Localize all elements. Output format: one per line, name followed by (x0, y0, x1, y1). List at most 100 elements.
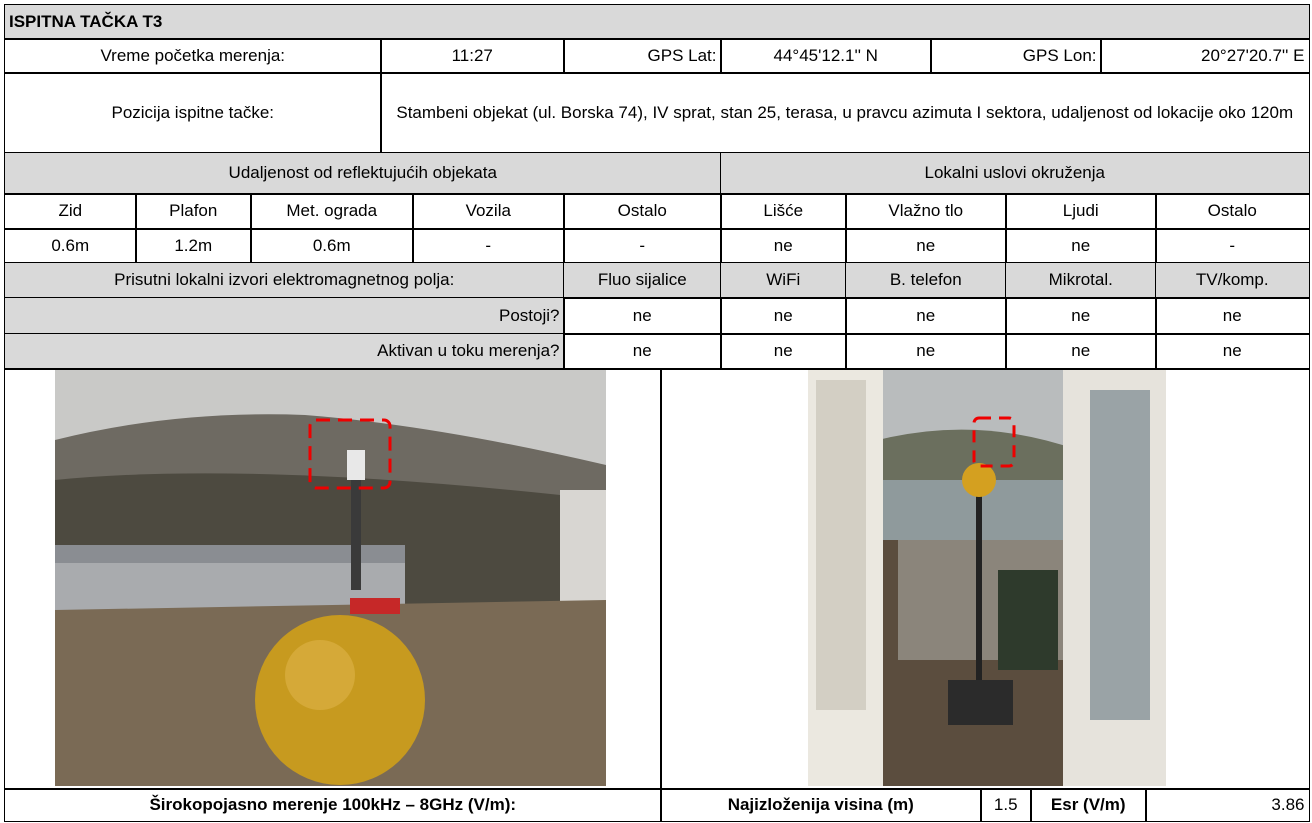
height-value-text: 1.5 (993, 794, 1018, 814)
value-cell: 1.2m (135, 228, 252, 264)
esr-label: Esr (V/m) (1030, 788, 1147, 822)
esr-value: 3.86 (1145, 788, 1310, 822)
environment-heading: Lokalni uslovi okruženja (720, 152, 1310, 195)
info-cell-text: Vreme početka merenja: (100, 45, 286, 65)
measurement-label: Širokopojasno merenje 100kHz – 8GHz (V/m… (4, 788, 662, 822)
value-cell-text: ne (773, 235, 793, 255)
esr-value-text: 3.86 (1271, 794, 1305, 814)
column-header: Plafon (135, 193, 252, 230)
value-cell-text: ne (1071, 305, 1091, 325)
column-header-text: Mikrotal. (1048, 270, 1113, 290)
value-cell: ne (845, 228, 1007, 264)
column-header: B. telefon (845, 262, 1007, 299)
value-cell-text: ne (632, 341, 652, 361)
row-label: Aktivan u toku merenja? (4, 333, 565, 370)
value-cell: ne (1005, 333, 1157, 370)
column-header: Met. ograda (250, 193, 414, 230)
value-cell: ne (563, 297, 722, 335)
height-label: Najizloženija visina (m) (660, 788, 982, 822)
info-cell-text: 11:27 (451, 45, 493, 65)
column-header: Lišće (720, 193, 847, 230)
info-cell: GPS Lon: (930, 38, 1102, 74)
value-cell: ne (1155, 297, 1310, 335)
info-cell-text: 44°45'12.1'' N (773, 45, 878, 65)
value-cell-text: 0.6m (51, 235, 90, 255)
environment-heading-text: Lokalni uslovi okruženja (924, 163, 1106, 183)
column-header: Vozila (412, 193, 565, 230)
value-cell-text: ne (1222, 341, 1242, 361)
sources-heading: Prisutni lokalni izvori elektromagnetnog… (4, 262, 565, 299)
column-header-text: Ljudi (1062, 201, 1099, 221)
column-header-text: Lišće (763, 201, 804, 221)
reflective-heading-text: Udaljenost od reflektujućih objekata (228, 163, 497, 183)
value-cell-text: ne (1222, 305, 1242, 325)
value-cell-text: ne (632, 305, 652, 325)
height-value: 1.5 (980, 788, 1032, 822)
info-cell: Vreme početka merenja: (4, 38, 382, 74)
value-cell-text: 1.2m (174, 235, 213, 255)
photo-frame (4, 368, 662, 790)
esr-label-text: Esr (V/m) (1050, 794, 1126, 814)
value-cell-text: ne (916, 235, 936, 255)
reflective-heading: Udaljenost od reflektujućih objekata (4, 152, 722, 195)
value-cell: ne (845, 297, 1007, 335)
value-cell-text: ne (1071, 235, 1091, 255)
photo-balcony-view (808, 370, 1166, 786)
value-cell-text: ne (773, 341, 793, 361)
value-cell: ne (720, 228, 847, 264)
info-cell-text: 20°27'20.7'' E (1200, 45, 1305, 65)
info-cell: 44°45'12.1'' N (720, 38, 932, 74)
column-header-text: Met. ograda (286, 201, 378, 221)
value-cell: ne (720, 333, 847, 370)
position-label-text: Pozicija ispitne tačke: (111, 102, 275, 122)
measurement-label-text: Širokopojasno merenje 100kHz – 8GHz (V/m… (149, 794, 517, 814)
position-label: Pozicija ispitne tačke: (4, 72, 382, 154)
value-cell-text: ne (916, 341, 936, 361)
position-text: Stambeni objekat (ul. Borska 74), IV spr… (380, 72, 1310, 154)
column-header-text: Zid (58, 201, 83, 221)
column-header-text: B. telefon (889, 270, 962, 290)
column-header-text: Plafon (169, 201, 218, 221)
value-cell: 0.6m (4, 228, 137, 264)
value-cell: - (1155, 228, 1310, 264)
sources-heading-text: Prisutni lokalni izvori elektromagnetnog… (114, 270, 455, 290)
value-cell: - (563, 228, 722, 264)
column-header: TV/komp. (1155, 262, 1310, 299)
column-header-text: WiFi (766, 270, 801, 290)
info-cell: 11:27 (380, 38, 565, 74)
value-cell: ne (1155, 333, 1310, 370)
column-header-text: Vozila (465, 201, 511, 221)
title-text: ISPITNA TAČKA T3 (9, 11, 163, 31)
value-cell-text: ne (773, 305, 793, 325)
column-header: Ostalo (563, 193, 722, 230)
value-cell: ne (1005, 297, 1157, 335)
column-header: Vlažno tlo (845, 193, 1007, 230)
value-cell: ne (720, 297, 847, 335)
value-cell-text: ne (1071, 341, 1091, 361)
value-cell-text: - (485, 235, 492, 255)
column-header-text: Ostalo (1207, 201, 1257, 221)
column-header-text: Vlažno tlo (888, 201, 964, 221)
info-cell: GPS Lat: (563, 38, 722, 74)
photo-frame (660, 368, 1310, 790)
value-cell: 0.6m (250, 228, 414, 264)
info-cell: 20°27'20.7'' E (1100, 38, 1310, 74)
value-cell: ne (845, 333, 1007, 370)
value-cell-text: 0.6m (312, 235, 351, 255)
row-label: Postoji? (4, 297, 565, 335)
value-cell-text: - (1229, 235, 1236, 255)
value-cell: ne (563, 333, 722, 370)
info-cell-text: GPS Lat: (647, 45, 717, 65)
position-text-text: Stambeni objekat (ul. Borska 74), IV spr… (396, 102, 1294, 122)
height-label-text: Najizloženija visina (m) (727, 794, 914, 814)
column-header: WiFi (720, 262, 847, 299)
column-header-text: Fluo sijalice (597, 270, 687, 290)
column-header: Zid (4, 193, 137, 230)
title: ISPITNA TAČKA T3 (4, 4, 1310, 40)
value-cell-text: ne (916, 305, 936, 325)
value-cell-text: - (639, 235, 646, 255)
info-cell-text: GPS Lon: (1022, 45, 1097, 65)
column-header-text: TV/komp. (1195, 270, 1269, 290)
column-header: Ljudi (1005, 193, 1157, 230)
